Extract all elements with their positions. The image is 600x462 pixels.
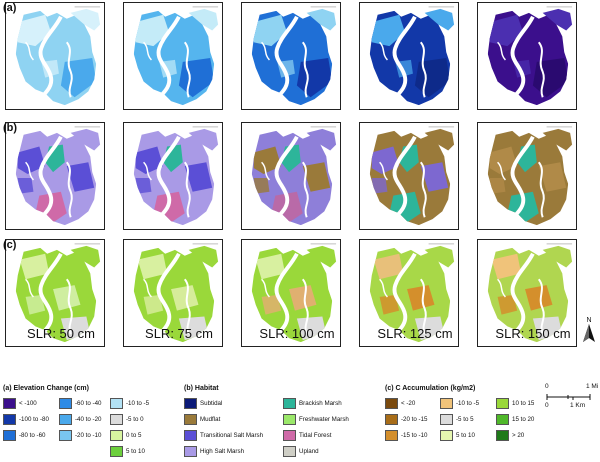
legend-b-title: (b) Habitat: [184, 385, 219, 392]
legend_a-swatch-5: [59, 430, 72, 441]
legend_a-swatch-4: [59, 414, 72, 425]
legend_a-label-2: -80 to -60: [19, 432, 46, 439]
legend_b-swatch-3: [184, 446, 197, 457]
legend_b-label-5: Freshwater Marsh: [299, 416, 349, 423]
legend_a-swatch-1: [3, 414, 16, 425]
map-panel-a-4: [359, 2, 459, 110]
map-panel-b-2: [123, 122, 223, 230]
map-panel-a-1: [5, 2, 105, 110]
column-label-125cm: SLR: 125 cm: [377, 326, 453, 341]
legend_c-label-2: -15 to -10: [401, 432, 428, 439]
north-arrow: N: [582, 317, 596, 349]
legend_c-label-4: -5 to 5: [456, 416, 474, 423]
legend_a-label-5: -20 to -10: [75, 432, 102, 439]
legend_c-swatch-7: [496, 414, 509, 425]
map-panel-c-4: [359, 239, 459, 347]
map-panel-c-3: [241, 239, 341, 347]
map-panel-a-5: [477, 2, 577, 110]
legend_a-label-9: 5 to 10: [126, 448, 145, 455]
legend_b-label-1: Mudflat: [200, 416, 221, 423]
legend_c-label-0: < -20: [401, 400, 416, 407]
row-label-a: (a): [3, 2, 17, 14]
legend_c-swatch-3: [440, 398, 453, 409]
legend_b-swatch-5: [283, 414, 296, 425]
legend_c-swatch-8: [496, 430, 509, 441]
row-label-c: (c): [3, 239, 17, 251]
legend_a-swatch-3: [59, 398, 72, 409]
legend_b-label-4: Brackish Marsh: [299, 400, 342, 407]
legend_c-swatch-5: [440, 430, 453, 441]
legend_a-swatch-0: [3, 398, 16, 409]
legend_c-label-1: -20 to -15: [401, 416, 428, 423]
legend_c-swatch-4: [440, 414, 453, 425]
legend_b-swatch-7: [283, 446, 296, 457]
legend_a-swatch-9: [110, 446, 123, 457]
legend_a-label-3: -60 to -40: [75, 400, 102, 407]
map-panel-a-3: [241, 2, 341, 110]
legend_b-swatch-6: [283, 430, 296, 441]
legend_b-label-3: High Salt Marsh: [200, 448, 245, 455]
legend_a-label-0: < -100: [19, 400, 37, 407]
column-label-75cm: SLR: 75 cm: [145, 326, 213, 341]
legend_c-swatch-0: [385, 398, 398, 409]
legend_c-swatch-1: [385, 414, 398, 425]
map-panel-b-3: [241, 122, 341, 230]
legend_a-swatch-7: [110, 414, 123, 425]
scale-bottom-tick-0: 0: [545, 402, 549, 409]
legend_a-label-7: -5 to 0: [126, 416, 144, 423]
legend_c-label-6: 10 to 15: [512, 400, 535, 407]
map-panel-c-5: [477, 239, 577, 347]
legend_b-label-0: Subtidal: [200, 400, 223, 407]
legend_b-label-2: Transitional Salt Marsh: [200, 432, 264, 439]
north-arrow-icon: [583, 324, 595, 342]
legend_c-label-3: -10 to -5: [456, 400, 480, 407]
legend_b-swatch-2: [184, 430, 197, 441]
map-panel-c-2: [123, 239, 223, 347]
legend_a-swatch-6: [110, 398, 123, 409]
legend_a-label-8: 0 to 5: [126, 432, 142, 439]
map-panel-b-4: [359, 122, 459, 230]
legend_c-swatch-6: [496, 398, 509, 409]
scale-top-tick-0: 0: [545, 383, 549, 390]
legend-a-title: (a) Elevation Change (cm): [3, 385, 89, 392]
north-label: N: [586, 317, 592, 324]
legend_a-swatch-8: [110, 430, 123, 441]
scale-top-tick-1: 1 Mi: [586, 383, 599, 390]
legend_c-label-5: 5 to 10: [456, 432, 475, 439]
column-label-150cm: SLR: 150 cm: [495, 326, 571, 341]
row-label-b: (b): [3, 122, 18, 134]
legend_a-label-6: -10 to -5: [126, 400, 150, 407]
scale-bottom-tick-1: 1 Km: [570, 402, 586, 409]
legend_a-label-4: -40 to -20: [75, 416, 102, 423]
legend-c-title: (c) C Accumulation (kg/m2): [385, 385, 476, 392]
legend_b-label-7: Upland: [299, 448, 319, 455]
legend_b-swatch-4: [283, 398, 296, 409]
legend_a-swatch-2: [3, 430, 16, 441]
legend_a-label-1: -100 to -80: [19, 416, 49, 423]
legend_b-label-6: Tidal Forest: [299, 432, 332, 439]
map-panel-b-5: [477, 122, 577, 230]
scale-bar: 0 1 Mi 0 1 Km: [544, 383, 600, 423]
map-panel-c-1: [5, 239, 105, 347]
legend_c-swatch-2: [385, 430, 398, 441]
map-panel-a-2: [123, 2, 223, 110]
column-label-50cm: SLR: 50 cm: [27, 326, 95, 341]
legend_c-label-7: 15 to 20: [512, 416, 535, 423]
legend_b-swatch-1: [184, 414, 197, 425]
map-panel-b-1: [5, 122, 105, 230]
column-label-100cm: SLR: 100 cm: [259, 326, 335, 341]
legend_b-swatch-0: [184, 398, 197, 409]
legend_c-label-8: > 20: [512, 432, 525, 439]
